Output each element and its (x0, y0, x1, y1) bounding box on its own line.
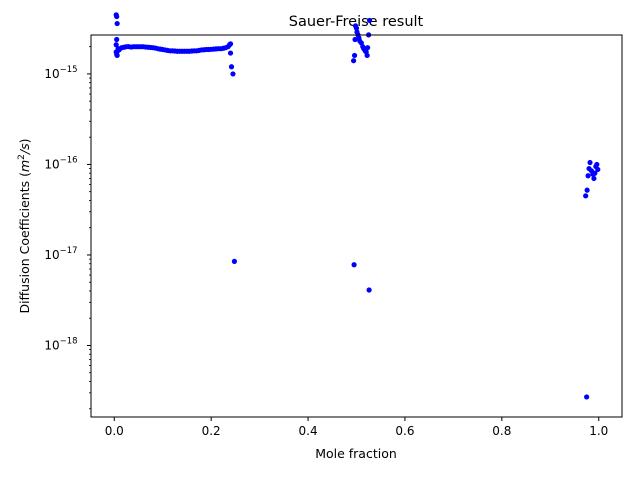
data-point (351, 52, 358, 59)
y-tick-base: 10 (44, 157, 59, 171)
y-tick-base: 10 (44, 338, 59, 352)
x-tick-label: 0.0 (105, 424, 124, 438)
data-point (584, 394, 590, 400)
y-tick-label: 10−15 (44, 65, 77, 81)
data-point (350, 58, 357, 64)
y-axis-label-close: ) (17, 138, 32, 143)
data-point (114, 52, 120, 59)
y-tick-label: 10−16 (44, 155, 77, 171)
data-point (591, 175, 597, 182)
data-point (366, 17, 373, 24)
y-axis-label-m: m (17, 160, 32, 172)
x-tick-label: 0.6 (395, 424, 414, 438)
data-point (351, 262, 357, 268)
y-axis-label-units: /s (17, 143, 32, 155)
y-tick-exponent: −16 (60, 155, 78, 165)
y-axis-label: Diffusion Coefficients (m2/s) (17, 138, 32, 313)
data-point (592, 170, 598, 176)
x-tick-label: 0.8 (492, 424, 511, 438)
data-point (587, 159, 593, 166)
data-point (113, 42, 119, 48)
y-tick-label: 10−17 (44, 246, 77, 262)
x-axis-label: Mole fraction (315, 446, 397, 461)
data-point (585, 173, 591, 179)
x-axis: 0.0 0.2 0.4 0.6 0.8 1.0 (105, 417, 608, 438)
data-point (114, 36, 120, 43)
y-tick-exponent: −17 (60, 246, 78, 256)
data-points (113, 12, 601, 400)
x-tick-label: 1.0 (589, 424, 608, 438)
data-point (366, 287, 372, 293)
data-point (594, 161, 600, 168)
chart-title: Sauer-Freise result (289, 14, 424, 30)
y-axis-label-sup: 2 (17, 154, 27, 160)
data-point (114, 20, 120, 27)
y-axis-label-main: Diffusion Coefficients ( (17, 172, 32, 314)
data-point (595, 166, 601, 173)
data-point (114, 13, 120, 20)
y-tick-label: 10−18 (44, 336, 77, 352)
data-point (364, 52, 370, 59)
x-tick-label: 0.2 (202, 424, 221, 438)
data-point (231, 258, 238, 264)
data-point (584, 187, 590, 193)
data-point (228, 64, 235, 70)
data-point (227, 41, 234, 47)
data-point (583, 193, 589, 199)
data-point (353, 25, 360, 31)
y-tick-exponent: −18 (60, 336, 78, 346)
data-point (227, 50, 234, 56)
x-tick-label: 0.4 (299, 424, 318, 438)
y-tick-exponent: −15 (60, 65, 78, 75)
y-tick-base: 10 (44, 67, 59, 81)
plot-frame (90, 34, 623, 418)
data-point (230, 71, 236, 77)
data-point (365, 45, 371, 51)
y-tick-base: 10 (44, 248, 59, 262)
